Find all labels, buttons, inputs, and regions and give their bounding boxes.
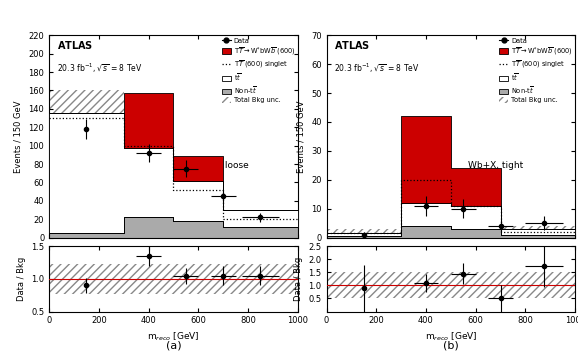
Text: (a): (a) <box>165 340 181 350</box>
Text: Wb+X, tight: Wb+X, tight <box>468 161 524 170</box>
X-axis label: m$_{reco}$ [GeV]: m$_{reco}$ [GeV] <box>147 331 200 344</box>
X-axis label: m$_{reco}$ [GeV]: m$_{reco}$ [GeV] <box>424 331 477 344</box>
Y-axis label: Data / Bkg: Data / Bkg <box>17 257 25 301</box>
Text: Wb+X, loose: Wb+X, loose <box>191 161 249 170</box>
Y-axis label: Events / 150 GeV: Events / 150 GeV <box>297 100 306 172</box>
Y-axis label: Data / Bkg: Data / Bkg <box>294 257 303 301</box>
Text: 20.3 fb$^{-1}$, $\sqrt{s}$ = 8 TeV: 20.3 fb$^{-1}$, $\sqrt{s}$ = 8 TeV <box>57 62 142 75</box>
Text: (b): (b) <box>443 340 459 350</box>
Text: 20.3 fb$^{-1}$, $\sqrt{s}$ = 8 TeV: 20.3 fb$^{-1}$, $\sqrt{s}$ = 8 TeV <box>334 62 420 75</box>
Legend: Data, T$\overline{T}\rightarrow$W$^{*}$bW$\overline{b}$ (600), T$\overline{T}$ (: Data, T$\overline{T}\rightarrow$W$^{*}$b… <box>498 36 574 105</box>
Y-axis label: Events / 150 GeV: Events / 150 GeV <box>14 100 23 172</box>
Text: $\it{\bf{ATLAS}}$: $\it{\bf{ATLAS}}$ <box>334 39 370 51</box>
Legend: Data, T$\overline{T}\rightarrow$W$^{*}$bW$\overline{b}$ (600), T$\overline{T}$ (: Data, T$\overline{T}\rightarrow$W$^{*}$b… <box>220 36 297 105</box>
Text: $\it{\bf{ATLAS}}$: $\it{\bf{ATLAS}}$ <box>57 39 93 51</box>
